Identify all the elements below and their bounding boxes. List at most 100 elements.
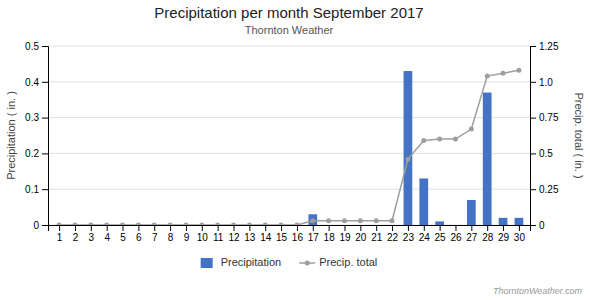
marker bbox=[231, 223, 236, 226]
grid-line bbox=[48, 81, 530, 82]
tick-mark bbox=[408, 225, 409, 231]
marker bbox=[263, 223, 268, 226]
tick-label: 0.75 bbox=[539, 112, 559, 123]
axis-line bbox=[49, 226, 531, 232]
tick: 27 bbox=[466, 225, 478, 243]
tick-label: 0.25 bbox=[539, 184, 559, 195]
tick-mark bbox=[202, 225, 203, 231]
bar bbox=[308, 214, 317, 225]
markers bbox=[57, 68, 522, 225]
tick-mark bbox=[329, 225, 330, 231]
tick: 17 bbox=[308, 225, 320, 243]
tick-mark bbox=[265, 225, 266, 231]
tick-label: 19 bbox=[339, 232, 351, 243]
marker bbox=[168, 223, 173, 226]
tick-mark bbox=[392, 225, 393, 231]
tick-label: 3 bbox=[89, 232, 95, 243]
marker bbox=[57, 223, 62, 226]
bar bbox=[419, 178, 428, 225]
bar bbox=[324, 225, 333, 226]
tick: 13 bbox=[244, 225, 256, 243]
x-axis: 1234567891011121314151617181920212223242… bbox=[49, 225, 531, 243]
bar bbox=[372, 225, 381, 226]
tick-label: 1.25 bbox=[539, 41, 559, 52]
tick: 1.0 bbox=[530, 77, 553, 88]
tick-label: 21 bbox=[371, 232, 383, 243]
bar bbox=[515, 218, 524, 225]
tick-mark bbox=[218, 225, 219, 231]
tick-mark bbox=[107, 225, 108, 231]
tick-label: 27 bbox=[466, 232, 478, 243]
marks bbox=[57, 68, 524, 225]
tick-mark bbox=[530, 225, 536, 226]
tick-label: 0.4 bbox=[25, 77, 39, 88]
tick-label: 6 bbox=[136, 232, 142, 243]
tick-label: 0 bbox=[539, 220, 545, 231]
tick: 0.25 bbox=[530, 184, 559, 195]
tick-label: 11 bbox=[213, 232, 224, 243]
tick: 21 bbox=[371, 225, 383, 243]
tick-label: 0.5 bbox=[539, 148, 553, 159]
marker bbox=[88, 223, 93, 226]
marker bbox=[501, 71, 506, 76]
tick: 1 bbox=[57, 225, 63, 243]
tick: 0 bbox=[530, 220, 545, 231]
tick-label: 24 bbox=[419, 232, 431, 243]
legend-label: Precipitation bbox=[221, 256, 282, 268]
tick-label: 10 bbox=[197, 232, 209, 243]
tick: 10 bbox=[197, 225, 209, 243]
tick-mark bbox=[42, 118, 48, 119]
tick-label: 1 bbox=[57, 232, 63, 243]
tick: 0.2 bbox=[25, 148, 48, 159]
y2-axis-label: Precip. total ( in. ) bbox=[573, 92, 585, 178]
tick: 2 bbox=[73, 225, 79, 243]
tick-mark bbox=[530, 153, 536, 154]
tick: 0 bbox=[33, 220, 48, 231]
bars bbox=[308, 71, 523, 225]
tick-label: 23 bbox=[403, 232, 415, 243]
grid-line bbox=[48, 117, 530, 118]
tick-label: 13 bbox=[244, 232, 256, 243]
marker bbox=[516, 68, 521, 73]
tick-mark bbox=[154, 225, 155, 231]
tick-label: 8 bbox=[168, 232, 174, 243]
tick-mark bbox=[59, 225, 60, 231]
tick: 11 bbox=[213, 225, 224, 243]
tick: 0.75 bbox=[530, 112, 559, 123]
grid bbox=[48, 46, 530, 225]
legend-item: Precip. total bbox=[299, 256, 377, 268]
grid-line bbox=[48, 153, 530, 154]
marker bbox=[421, 138, 426, 143]
tick-mark bbox=[281, 225, 282, 231]
marker bbox=[453, 137, 458, 142]
marker bbox=[374, 218, 379, 223]
title: Precipitation per month September 2017 bbox=[154, 4, 423, 21]
tick: 16 bbox=[292, 225, 304, 243]
bar bbox=[340, 225, 349, 226]
tick: 14 bbox=[260, 225, 272, 243]
tick-label: 14 bbox=[260, 232, 272, 243]
tick-label: 20 bbox=[355, 232, 367, 243]
tick-label: 5 bbox=[120, 232, 126, 243]
tick-mark bbox=[530, 82, 536, 83]
tick-mark bbox=[530, 118, 536, 119]
tick: 26 bbox=[450, 225, 462, 243]
tick: 22 bbox=[387, 225, 399, 243]
tick-label: 28 bbox=[482, 232, 494, 243]
tick-mark bbox=[75, 225, 76, 231]
tick-mark bbox=[376, 225, 377, 231]
tick: 8 bbox=[168, 225, 174, 243]
tick-mark bbox=[503, 225, 504, 231]
tick-mark bbox=[471, 225, 472, 231]
marker bbox=[152, 223, 157, 226]
tick: 23 bbox=[403, 225, 415, 243]
bar bbox=[388, 225, 397, 226]
tick: 20 bbox=[355, 225, 367, 243]
grid-line bbox=[48, 189, 530, 190]
tick-mark bbox=[42, 189, 48, 190]
tick-label: 22 bbox=[387, 232, 399, 243]
annotation: ThorntonWeather.com bbox=[493, 286, 583, 296]
tick-mark bbox=[360, 225, 361, 231]
tick-mark bbox=[91, 225, 92, 231]
tick: 4 bbox=[104, 225, 110, 243]
